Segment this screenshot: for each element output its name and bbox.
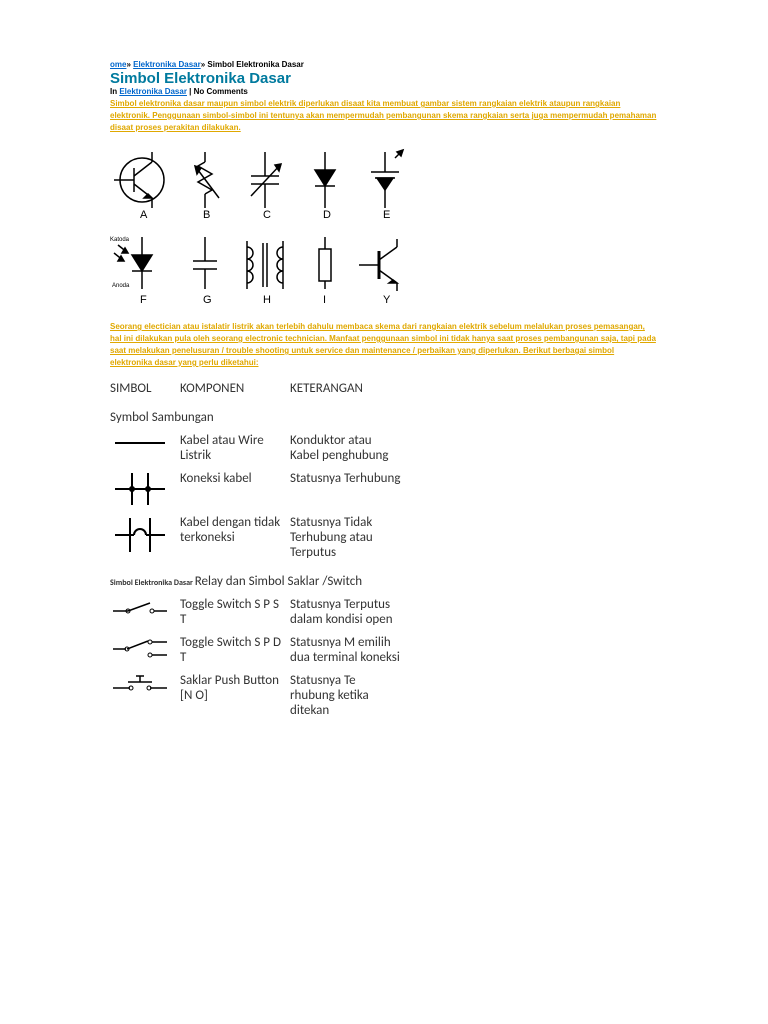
section-row: Simbol Elektronika Dasar Relay dan Simbo…	[110, 564, 410, 593]
svg-text:F: F	[140, 294, 147, 306]
component-desc: Statusnya Tidak Terhubung atau Terputus	[290, 511, 410, 564]
symbol-push-button-no-icon	[110, 669, 180, 722]
component-name: Saklar Push Button [N O]	[180, 669, 290, 722]
component-desc: Statusnya Terhubung	[290, 467, 410, 511]
svg-text:D: D	[323, 209, 331, 221]
page-title: Simbol Elektronika Dasar	[110, 70, 658, 87]
symbol-connected-wire-icon	[110, 467, 180, 511]
symbol-spdt-switch-icon	[110, 631, 180, 669]
section-row: Symbol Sambungan	[110, 400, 410, 429]
symbols-table: SIMBOL KOMPONEN KETERANGAN Symbol Sambun…	[110, 377, 410, 722]
table-row: Kabel atau Wire Listrik Konduktor atau K…	[110, 429, 410, 467]
table-row: Kabel dengan tidak terkoneksi Statusnya …	[110, 511, 410, 564]
post-meta: In Elektronika Dasar | No Comments	[110, 87, 658, 96]
component-name: Kabel atau Wire Listrik	[180, 429, 290, 467]
section-title: Simbol Elektronika Dasar Relay dan Simbo…	[110, 564, 410, 593]
breadcrumb-current: Simbol Elektronika Dasar	[207, 60, 303, 69]
breadcrumb: ome» Elektronika Dasar» Simbol Elektroni…	[110, 60, 658, 69]
svg-text:G: G	[203, 294, 212, 306]
svg-text:Anoda: Anoda	[112, 283, 130, 289]
document-page: ome» Elektronika Dasar» Simbol Elektroni…	[0, 0, 768, 1024]
svg-text:I: I	[323, 294, 326, 306]
svg-text:E: E	[383, 209, 390, 221]
electronics-symbols-diagram: A B C	[110, 140, 430, 310]
paragraph-2: Seorang electician atau istalatir listri…	[110, 321, 658, 369]
table-row: Koneksi kabel Statusnya Terhubung	[110, 467, 410, 511]
table-row: Toggle Switch S P D T Statusnya M emilih…	[110, 631, 410, 669]
section-title: Symbol Sambungan	[110, 400, 410, 429]
intro-paragraph: Simbol elektronika dasar maupun simbol e…	[110, 98, 658, 134]
header-symbol: SIMBOL	[110, 377, 180, 400]
component-desc: Konduktor atau Kabel penghubung	[290, 429, 410, 467]
header-component: KOMPONEN	[180, 377, 290, 400]
component-name: Kabel dengan tidak terkoneksi	[180, 511, 290, 564]
breadcrumb-category[interactable]: Elektronika Dasar	[133, 60, 201, 69]
table-row: Saklar Push Button [N O] Statusnya Te rh…	[110, 669, 410, 722]
component-desc: Statusnya Te rhubung ketika ditekan	[290, 669, 410, 722]
meta-category-link[interactable]: Elektronika Dasar	[119, 87, 187, 96]
svg-text:C: C	[263, 209, 271, 221]
symbol-spst-switch-icon	[110, 593, 180, 631]
component-name: Toggle Switch S P S T	[180, 593, 290, 631]
svg-text:Y: Y	[383, 294, 391, 306]
table-header-row: SIMBOL KOMPONEN KETERANGAN	[110, 377, 410, 400]
svg-text:Katoda: Katoda	[110, 237, 130, 243]
header-description: KETERANGAN	[290, 377, 410, 400]
svg-text:H: H	[263, 294, 271, 306]
component-desc: Statusnya M emilih dua terminal koneksi	[290, 631, 410, 669]
component-name: Koneksi kabel	[180, 467, 290, 511]
svg-text:A: A	[140, 209, 148, 221]
table-row: Toggle Switch S P S T Statusnya Terputus…	[110, 593, 410, 631]
component-name: Toggle Switch S P D T	[180, 631, 290, 669]
symbol-not-connected-wire-icon	[110, 511, 180, 564]
breadcrumb-home[interactable]: ome	[110, 60, 126, 69]
component-desc: Statusnya Terputus dalam kondisi open	[290, 593, 410, 631]
symbol-wire-icon	[110, 429, 180, 467]
svg-text:B: B	[203, 209, 210, 221]
